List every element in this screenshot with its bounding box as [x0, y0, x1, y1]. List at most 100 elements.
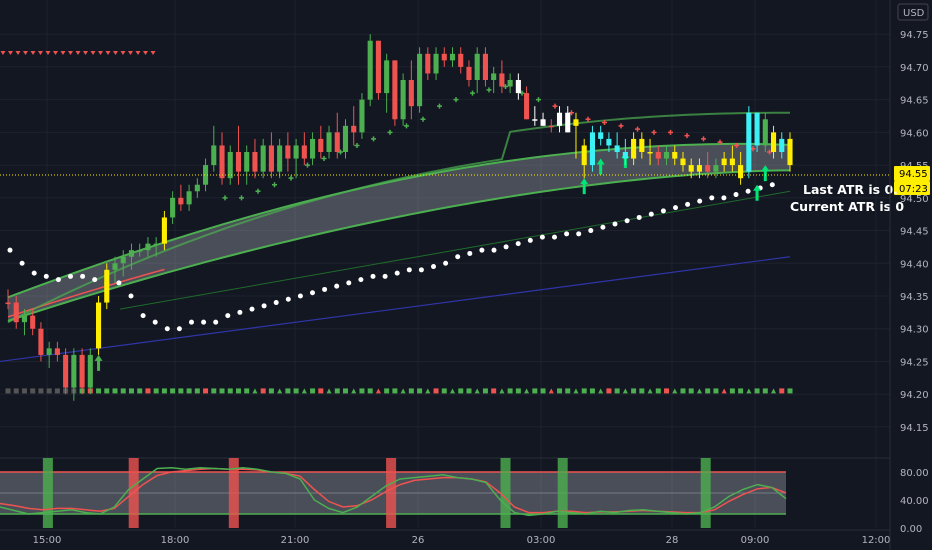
candle-body	[680, 158, 686, 166]
candle-body	[318, 138, 324, 152]
candle-body	[491, 73, 497, 80]
ma-cloud-lower	[7, 169, 791, 322]
axis-cover	[890, 22, 932, 165]
support-dot	[431, 264, 436, 270]
candle-body	[87, 354, 93, 388]
trail-cross	[404, 123, 409, 129]
signal-triangle	[622, 388, 628, 394]
trail-cross	[305, 162, 310, 168]
candle-body	[573, 119, 579, 126]
support-dot	[648, 211, 654, 217]
top-marker	[45, 51, 51, 55]
signal-square	[46, 388, 52, 394]
currency-badge[interactable]: USD	[897, 3, 929, 21]
time-axis[interactable]: 15:00 18:00 21:00 26 03:00 28 09:00 12:00	[33, 535, 891, 546]
last-price-label: 94.55	[899, 169, 928, 180]
signal-square	[688, 388, 694, 394]
support-dot	[394, 270, 400, 276]
price-tick-label: 94.70	[900, 63, 929, 74]
signal-arrow	[94, 354, 103, 371]
top-marker	[23, 51, 28, 55]
top-marker	[128, 51, 133, 55]
signal-square	[137, 388, 143, 394]
trailing-channel	[7, 111, 791, 324]
signal-square	[606, 388, 612, 394]
candle-body	[762, 119, 768, 146]
candle-body	[260, 145, 266, 172]
top-marker	[38, 51, 43, 55]
signal-square	[589, 388, 595, 394]
atr-note-current: Current ATR is 0	[790, 199, 904, 214]
candle-body	[178, 197, 184, 205]
candle-body	[746, 112, 752, 172]
candle-body	[548, 125, 554, 128]
candle-body	[449, 53, 456, 61]
candle-body	[268, 145, 274, 172]
candle-body	[293, 145, 299, 159]
support-dot	[68, 273, 73, 279]
signal-square	[186, 388, 192, 394]
signal-square	[507, 388, 513, 394]
candle-body	[540, 119, 546, 126]
support-dot	[213, 319, 219, 325]
markers-overlay	[0, 51, 793, 394]
candle-body	[375, 40, 381, 94]
candle-body	[696, 165, 703, 172]
signal-square	[194, 388, 200, 394]
candle-body	[38, 328, 44, 355]
support-dot	[443, 260, 449, 266]
support-dot	[43, 273, 49, 279]
candle-body	[400, 80, 406, 120]
candle-body	[581, 145, 587, 166]
support-dot	[201, 319, 207, 325]
support-dot	[769, 182, 775, 188]
time-tick-label: 18:00	[161, 535, 190, 546]
candle-body	[252, 152, 258, 172]
candle-body	[13, 302, 19, 323]
trail-cross	[453, 97, 459, 103]
support-dot	[285, 296, 291, 302]
candle-body	[112, 263, 118, 270]
candle-body	[647, 152, 653, 154]
oscillator-tick-label: 80.00	[900, 468, 929, 479]
last-price-tag: 94.55	[894, 166, 930, 181]
signal-square	[13, 388, 19, 394]
signal-square	[318, 388, 324, 394]
candle-body	[128, 250, 135, 257]
signal-square	[170, 388, 176, 394]
signal-square	[581, 388, 587, 394]
candle-body	[137, 250, 143, 252]
candle-body	[474, 53, 480, 80]
candle-body	[770, 132, 777, 152]
price-tick-label: 94.45	[900, 227, 929, 238]
candle-body	[71, 354, 77, 388]
price-tick-label: 94.65	[900, 96, 929, 107]
top-marker	[68, 51, 73, 55]
candle-body	[639, 138, 645, 152]
signal-square	[738, 388, 744, 394]
signal-square	[342, 388, 348, 394]
signal-triangle	[277, 388, 283, 394]
candle-body	[433, 53, 439, 74]
candle-body	[310, 138, 316, 159]
signal-triangle	[647, 388, 653, 394]
support-dot	[297, 293, 303, 299]
candle-body	[301, 145, 307, 159]
signal-square	[729, 388, 735, 394]
signal-square	[787, 388, 793, 394]
signal-triangle	[771, 388, 777, 394]
signal-square	[779, 388, 785, 394]
support-dot	[176, 326, 182, 332]
mid-ma-line	[119, 190, 791, 310]
signal-square	[392, 388, 398, 394]
trail-cross	[701, 136, 706, 142]
signal-square	[334, 388, 340, 394]
trail-cross	[717, 139, 723, 145]
signal-triangle	[400, 388, 406, 394]
top-marker	[98, 51, 103, 55]
candle-body	[466, 66, 472, 80]
signal-square	[310, 388, 316, 394]
candle-body	[688, 165, 694, 172]
candle-body	[79, 354, 85, 388]
support-dot	[697, 198, 703, 204]
